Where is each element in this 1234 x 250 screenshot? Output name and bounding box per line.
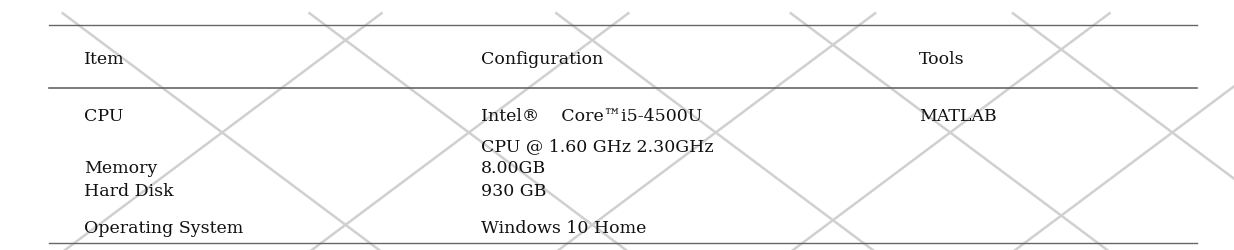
Text: Item: Item	[84, 52, 125, 68]
Text: Tools: Tools	[919, 52, 965, 68]
Text: Operating System: Operating System	[84, 220, 243, 237]
Text: Windows 10 Home: Windows 10 Home	[481, 220, 647, 237]
Text: CPU: CPU	[84, 108, 123, 125]
Text: Intel®    Core™i5-4500U: Intel® Core™i5-4500U	[481, 108, 702, 125]
Text: 8.00GB: 8.00GB	[481, 160, 547, 177]
Text: 930 GB: 930 GB	[481, 183, 547, 200]
Text: CPU @ 1.60 GHz 2.30GHz: CPU @ 1.60 GHz 2.30GHz	[481, 138, 713, 155]
Text: MATLAB: MATLAB	[919, 108, 997, 125]
Text: Configuration: Configuration	[481, 52, 603, 68]
Text: Memory: Memory	[84, 160, 157, 177]
Text: Hard Disk: Hard Disk	[84, 183, 174, 200]
